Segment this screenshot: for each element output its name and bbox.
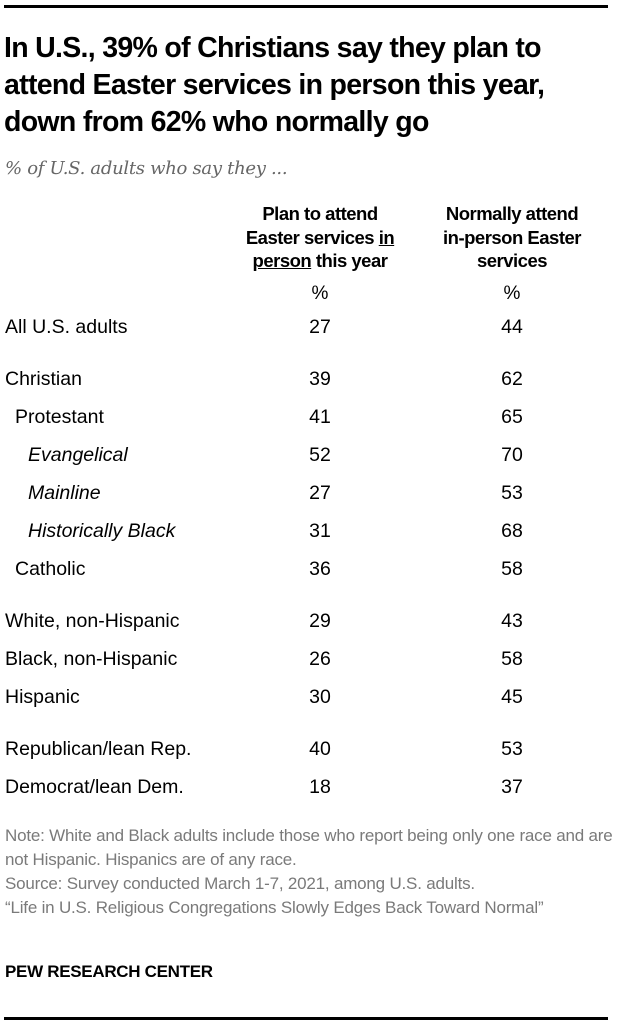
value-normally-attend: 43 bbox=[501, 610, 523, 632]
brand-logo-text: PEW RESEARCH CENTER bbox=[5, 962, 213, 981]
header-line: person this year bbox=[220, 249, 420, 273]
note-text: Note: White and Black adults include tho… bbox=[5, 826, 613, 869]
header-text: this year bbox=[311, 250, 388, 271]
value-plan-to-attend: 27 bbox=[309, 482, 331, 504]
value-plan-to-attend: 52 bbox=[309, 444, 331, 466]
header-line: services bbox=[476, 250, 548, 271]
value-plan-to-attend: 26 bbox=[309, 648, 331, 670]
value-plan-to-attend: 41 bbox=[309, 406, 331, 428]
table-row: Christian 39 62 bbox=[0, 368, 618, 398]
value-plan-to-attend: 39 bbox=[309, 368, 331, 390]
value-normally-attend: 44 bbox=[501, 316, 523, 338]
row-label: Black, non-Hispanic bbox=[5, 648, 178, 670]
row-label: Christian bbox=[5, 368, 82, 390]
source-text: Source: Survey conducted March 1-7, 2021… bbox=[5, 874, 475, 893]
value-plan-to-attend: 27 bbox=[309, 316, 331, 338]
table-row: Historically Black 31 68 bbox=[0, 520, 618, 550]
table-row: Evangelical 52 70 bbox=[0, 444, 618, 474]
top-rule bbox=[4, 5, 608, 8]
unit-label: % bbox=[503, 283, 521, 304]
row-label: Democrat/lean Dem. bbox=[5, 776, 184, 798]
value-normally-attend: 62 bbox=[501, 368, 523, 390]
table-row: Protestant 41 65 bbox=[0, 406, 618, 436]
table-row: Catholic 36 58 bbox=[0, 558, 618, 588]
value-normally-attend: 70 bbox=[501, 444, 523, 466]
row-label: Hispanic bbox=[5, 686, 80, 708]
value-normally-attend: 45 bbox=[501, 686, 523, 708]
row-label: Historically Black bbox=[28, 520, 176, 542]
table-row: Democrat/lean Dem. 18 37 bbox=[0, 776, 618, 806]
value-plan-to-attend: 18 bbox=[309, 776, 331, 798]
value-normally-attend: 53 bbox=[501, 482, 523, 504]
row-label: Republican/lean Rep. bbox=[5, 738, 192, 760]
row-label: Evangelical bbox=[28, 444, 128, 466]
header-underlined-text: in bbox=[378, 226, 395, 248]
row-label: All U.S. adults bbox=[5, 316, 128, 338]
header-line: Plan to attend bbox=[262, 203, 378, 224]
table-row: White, non-Hispanic 29 43 bbox=[0, 610, 618, 640]
unit-label: % bbox=[311, 283, 329, 304]
header-text: Easter services bbox=[245, 226, 379, 248]
value-normally-attend: 37 bbox=[501, 776, 523, 798]
table-row: Black, non-Hispanic 26 58 bbox=[0, 648, 618, 678]
chart-subtitle: % of U.S. adults who say they ... bbox=[5, 158, 288, 179]
header-underlined-text: person bbox=[252, 250, 312, 271]
value-plan-to-attend: 40 bbox=[309, 738, 331, 760]
column-header-plan-to-attend: Plan to attend Easter services in person… bbox=[220, 202, 420, 273]
row-label: White, non-Hispanic bbox=[5, 610, 180, 632]
row-label: Mainline bbox=[28, 482, 101, 504]
value-plan-to-attend: 36 bbox=[309, 558, 331, 580]
bottom-rule bbox=[4, 1017, 608, 1020]
table-row: Hispanic 30 45 bbox=[0, 686, 618, 716]
value-normally-attend: 53 bbox=[501, 738, 523, 760]
table-row: All U.S. adults 27 44 bbox=[0, 316, 618, 346]
column-header-normally-attend: Normally attend in-person Easter service… bbox=[412, 202, 612, 273]
table-row: Mainline 27 53 bbox=[0, 482, 618, 512]
value-normally-attend: 58 bbox=[501, 558, 523, 580]
value-plan-to-attend: 31 bbox=[309, 520, 331, 542]
table-row: Republican/lean Rep. 40 53 bbox=[0, 738, 618, 768]
value-plan-to-attend: 30 bbox=[309, 686, 331, 708]
row-label: Protestant bbox=[15, 406, 104, 428]
report-title: “Life in U.S. Religious Congregations Sl… bbox=[5, 898, 544, 917]
row-label: Catholic bbox=[15, 558, 86, 580]
header-line: in-person Easter bbox=[443, 226, 582, 248]
chart-title: In U.S., 39% of Christians say they plan… bbox=[4, 32, 545, 138]
value-plan-to-attend: 29 bbox=[309, 610, 331, 632]
header-line: Easter services in bbox=[220, 226, 420, 250]
header-line: Normally attend bbox=[445, 203, 579, 224]
value-normally-attend: 58 bbox=[501, 648, 523, 670]
notes: Note: White and Black adults include tho… bbox=[5, 824, 615, 920]
value-normally-attend: 68 bbox=[501, 520, 523, 542]
value-normally-attend: 65 bbox=[501, 406, 523, 428]
